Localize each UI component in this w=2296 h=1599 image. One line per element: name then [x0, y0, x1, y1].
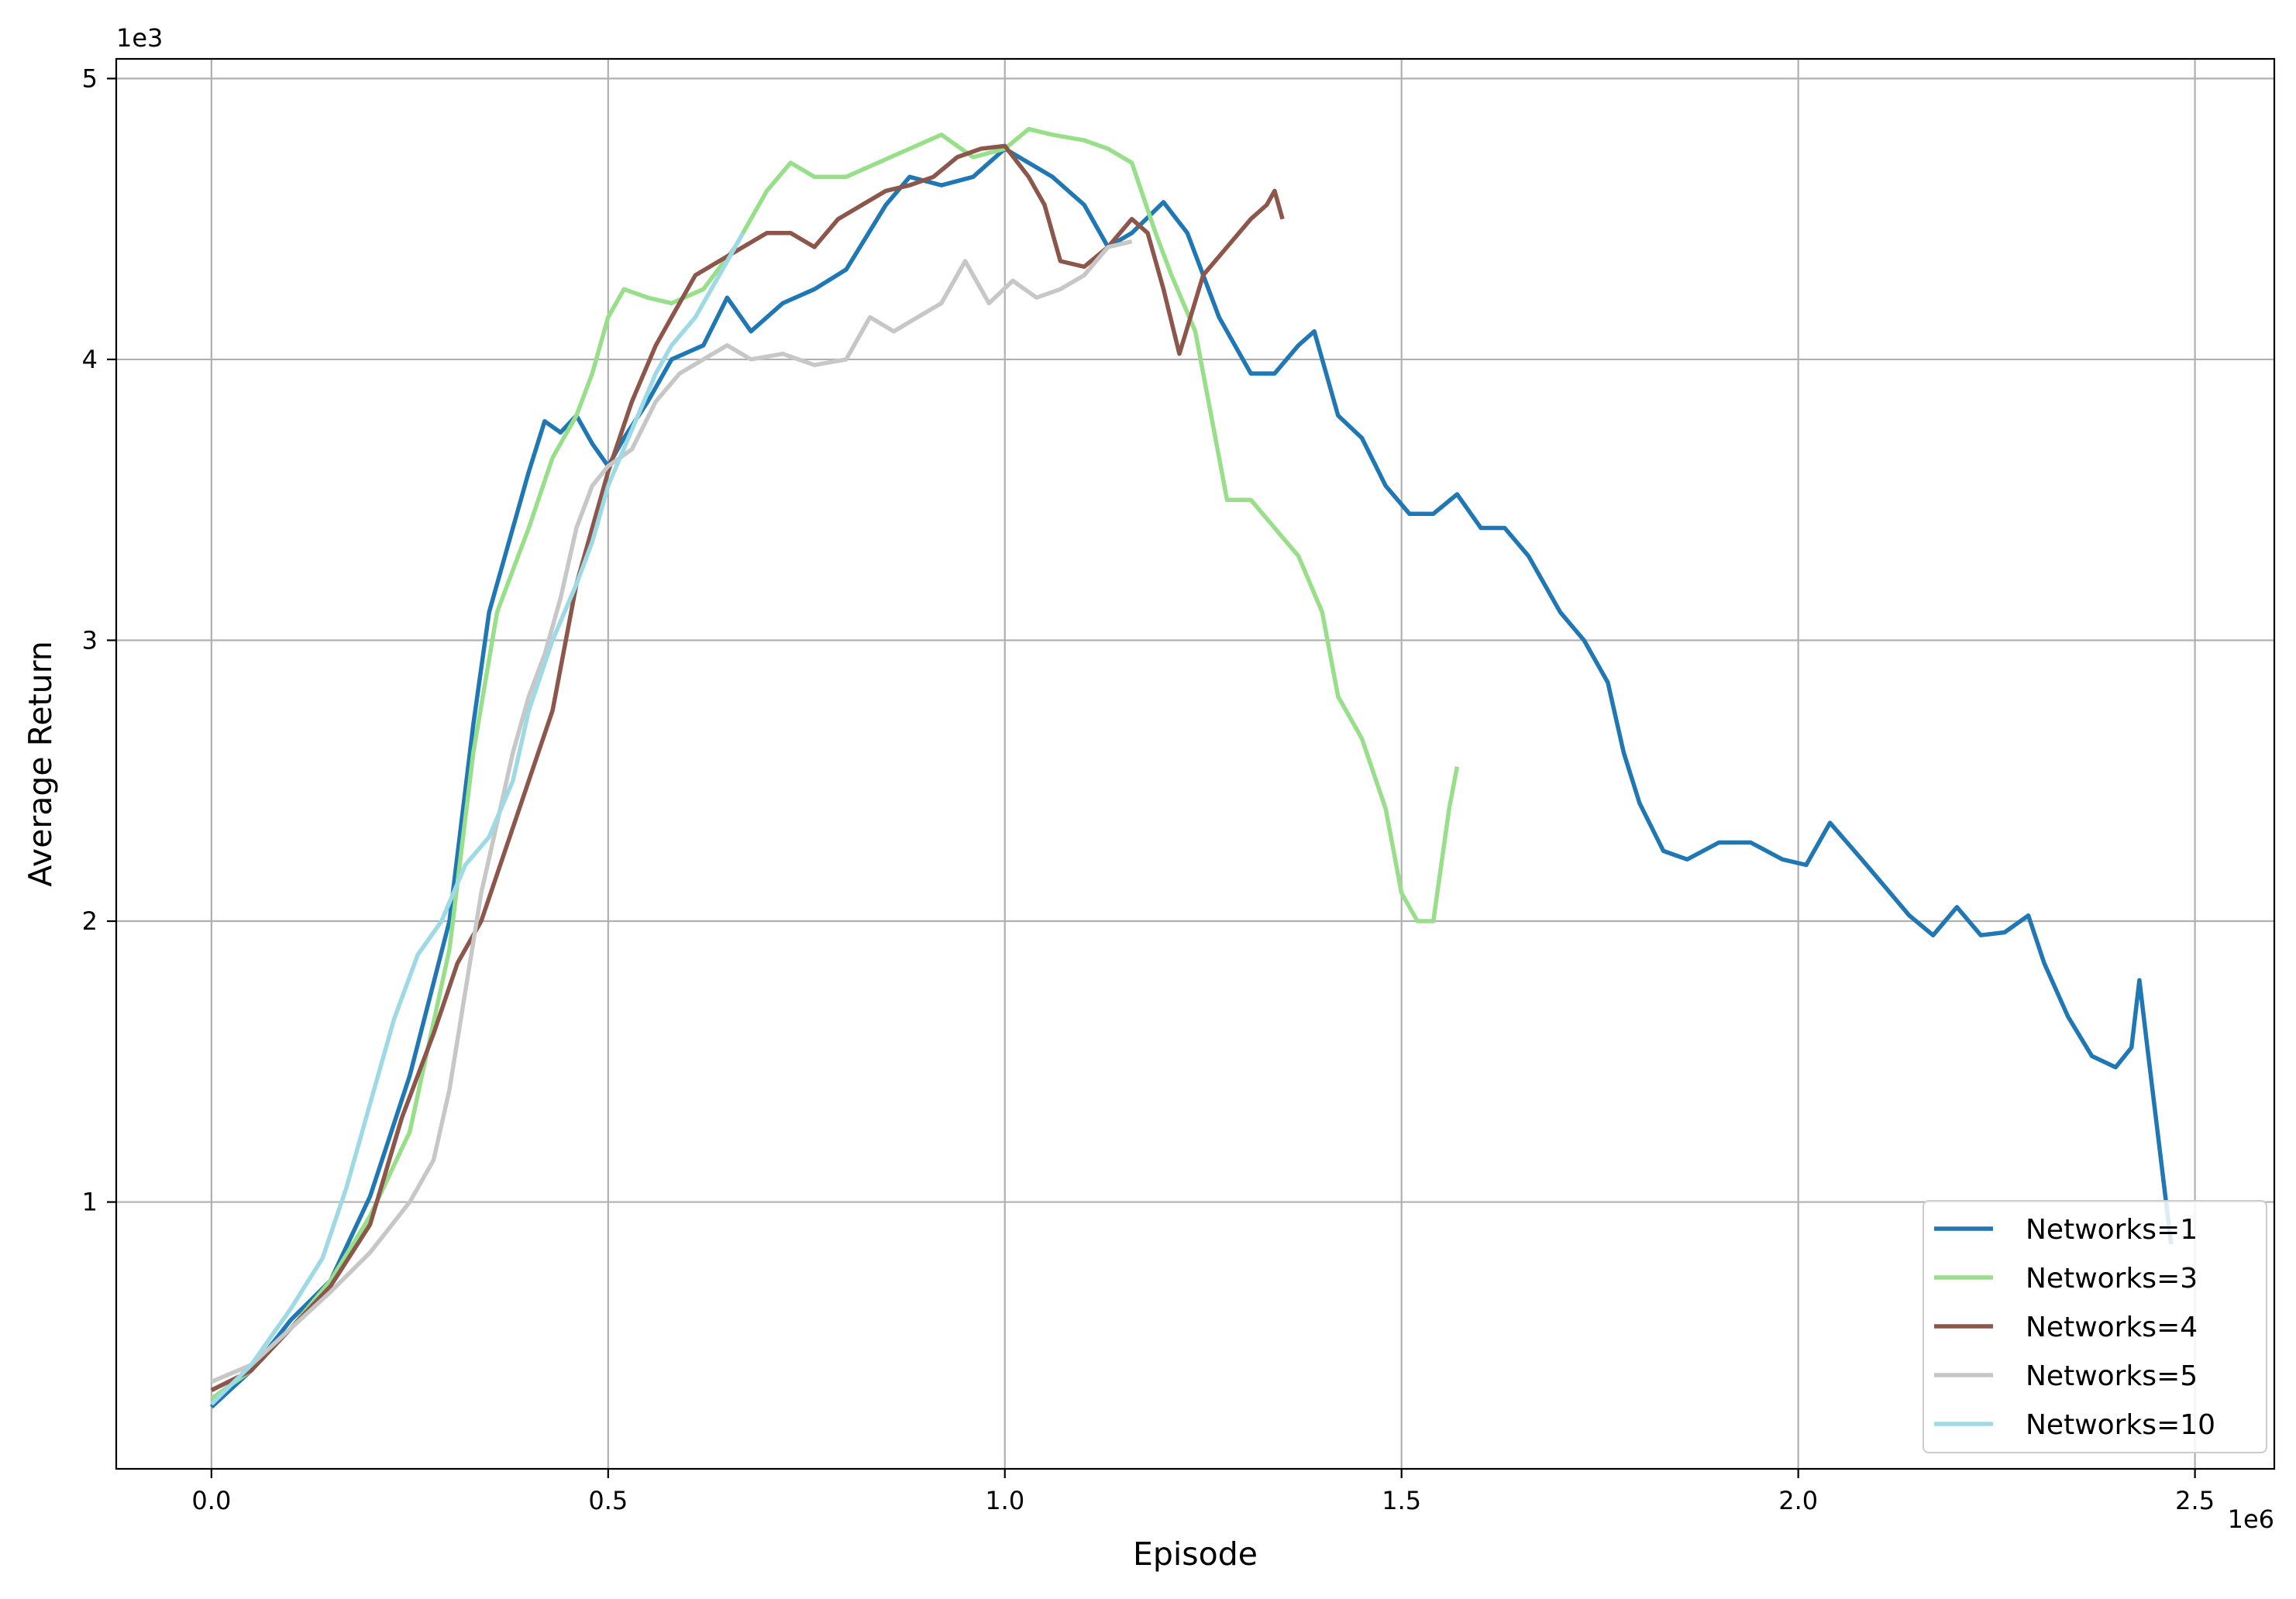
x-tick-label: 0.0 [191, 1486, 231, 1515]
y-axis-offset-text: 1e3 [116, 23, 163, 53]
legend-entry: Networks=4 [2026, 1312, 2198, 1343]
y-tick-label: 1 [82, 1188, 98, 1217]
x-axis-label: Episode [1133, 1535, 1258, 1573]
x-axis-ticks: 0.0 0.5 1.0 1.5 2.0 2.5 [191, 1469, 2215, 1515]
series-line-networks-5 [210, 239, 1133, 1384]
series-lines [209, 126, 2174, 1409]
legend: Networks=1 Networks=3 Networks=4 Networks=5… [1923, 1200, 2267, 1453]
series-line-networks-10 [209, 232, 745, 1406]
y-tick-label: 3 [82, 625, 98, 655]
y-tick-label: 2 [82, 906, 98, 936]
x-tick-label: 0.5 [588, 1486, 628, 1515]
plot-frame [115, 57, 2276, 1470]
legend-entry: Networks=5 [2026, 1360, 2198, 1392]
y-tick-label: 5 [82, 64, 98, 93]
legend-entry: Networks=1 [2026, 1214, 2198, 1246]
y-axis-label: Average Return [22, 641, 59, 886]
x-tick-label: 1.0 [985, 1486, 1024, 1515]
x-tick-label: 2.0 [1778, 1486, 1818, 1515]
x-tick-label: 2.5 [2175, 1486, 2215, 1515]
x-axis-offset-text: 1e6 [2228, 1504, 2274, 1534]
y-axis-ticks: 1 2 3 4 5 [82, 64, 116, 1217]
legend-entry: Networks=3 [2026, 1263, 2198, 1295]
x-tick-label: 1.5 [1382, 1486, 1421, 1515]
y-tick-label: 4 [82, 345, 98, 374]
legend-entry: Networks=10 [2026, 1409, 2215, 1441]
legend-box [1923, 1200, 2267, 1453]
series-line-networks-3 [210, 126, 1460, 1401]
